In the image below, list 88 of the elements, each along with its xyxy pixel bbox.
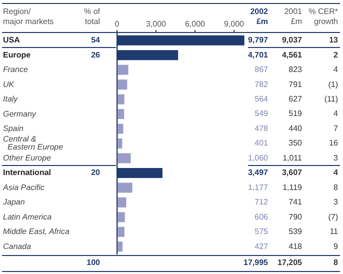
text: 1,011 [282,153,303,162]
data-label: 1,060 [248,153,269,162]
bar [118,242,123,252]
x-tick-label: 9,000 [224,19,245,28]
text: (1) [328,80,338,89]
text: 2001 £m [284,7,303,26]
y-tick-label: France [3,65,28,74]
bar [118,212,125,222]
text: 4,561 [282,50,303,60]
y-axis-title: Region/ major markets [3,7,54,26]
text: 8 [334,182,339,192]
y-tick-label: USA [3,36,20,45]
text: 539 [288,227,303,236]
bar [118,94,124,104]
text: 17,205 [278,258,303,268]
data-label: 606 [254,212,269,222]
text: 1,119 [282,182,303,192]
text: 11 [330,227,339,236]
y-tick-label: International [3,168,52,178]
text: 20 [91,168,101,178]
text: 627 [288,94,303,104]
text: % CER* growth [308,7,338,26]
data-label: 9,797 [248,36,269,45]
x-tick-label: 0 [114,19,120,28]
y-tick-label: Spain [3,124,24,133]
x-tick-label: 6,000 [184,19,206,28]
bar [118,197,126,208]
text: 3 [334,198,339,207]
text: 9,037 [282,36,303,45]
data-label: 575 [254,227,269,236]
text: 823 [288,65,303,74]
data-label: 427 [254,242,269,251]
data-label: 564 [254,94,269,104]
y-tick-label: Latin America [3,212,52,222]
text: (7) [328,212,338,222]
text: 4 [334,109,339,118]
y-tick-label: UK [3,80,15,89]
text: 17,995 [244,258,269,268]
text: 2 [334,50,339,60]
text: 16 [329,138,339,148]
text: 4 [334,168,339,178]
data-label: 1,177 [248,182,269,192]
text: 8 [334,258,339,268]
data-label: 401 [254,138,269,148]
data-label: 712 [254,198,269,207]
bar [118,138,122,149]
text: 440 [288,124,303,133]
bar [118,182,132,193]
text: 350 [288,138,303,148]
text: 519 [288,109,303,118]
x-axis-title: 2002 £m [250,7,269,26]
text: 54 [91,36,101,45]
data-label: 867 [254,65,269,74]
data-label: 3,497 [248,168,269,178]
text: 7 [334,124,339,133]
text: 741 [288,198,303,207]
text: 3,607 [282,168,303,178]
y-tick-label: Germany [3,109,37,118]
data-label: 478 [254,124,269,133]
bar [118,226,124,237]
text: 13 [329,36,339,45]
y-tick-label: Japan [2,198,26,207]
text: 3 [334,153,339,162]
bar [118,124,124,134]
text: 4 [334,65,339,74]
text: 791 [288,80,303,89]
bar [118,64,128,75]
y-tick-label: Canada [3,242,32,251]
y-tick-label: Other Europe [3,153,52,162]
y-tick-label: Europe [3,50,32,60]
bar [118,80,128,90]
y-tick-label: Middle East, Africa [3,227,70,236]
text: (11) [324,94,338,104]
text: 790 [288,212,303,222]
y-tick-label: Central & Eastern Europe [3,134,64,152]
text: 418 [288,242,303,251]
data-label: 549 [254,109,269,118]
text: 26 [91,50,101,60]
data-label: 782 [254,80,269,89]
bar [118,153,131,164]
y-tick-label: Asia Pacific [2,182,44,192]
text: 9 [334,242,339,251]
data-label: 4,701 [248,50,269,60]
y-tick-label: Italy [3,94,19,104]
text: 100 [86,258,101,268]
text: % of total [84,7,101,26]
x-tick-label: 3,000 [146,19,167,28]
bar [118,109,124,120]
